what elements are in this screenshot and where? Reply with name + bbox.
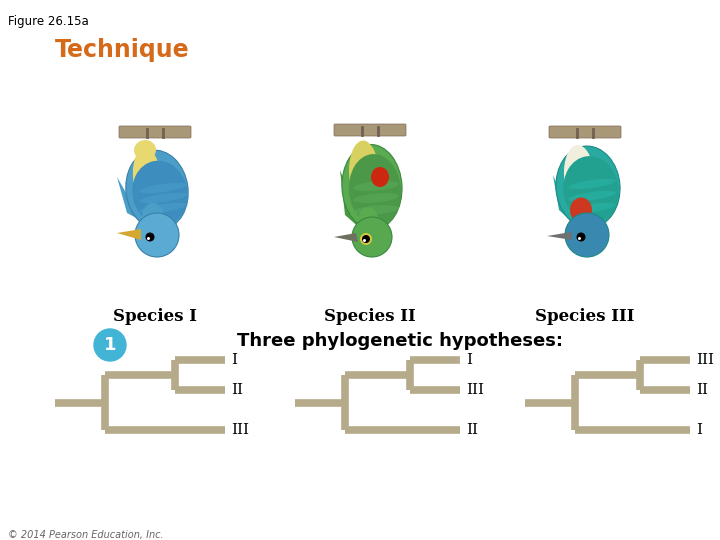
Ellipse shape	[358, 207, 378, 233]
Text: II: II	[696, 383, 708, 397]
Text: Species I: Species I	[113, 308, 197, 325]
Ellipse shape	[371, 167, 389, 187]
Polygon shape	[547, 232, 572, 240]
Text: Technique: Technique	[55, 38, 189, 62]
Text: II: II	[466, 423, 478, 437]
FancyBboxPatch shape	[119, 126, 191, 138]
Circle shape	[577, 233, 585, 241]
Circle shape	[565, 213, 609, 257]
Text: I: I	[696, 423, 702, 437]
Ellipse shape	[353, 193, 399, 203]
Ellipse shape	[563, 156, 618, 224]
Ellipse shape	[139, 183, 186, 193]
Text: 1: 1	[104, 336, 116, 354]
Ellipse shape	[349, 154, 401, 226]
Ellipse shape	[134, 140, 156, 160]
Ellipse shape	[564, 145, 594, 205]
Circle shape	[578, 237, 581, 240]
Text: I: I	[466, 353, 472, 367]
Ellipse shape	[126, 150, 188, 230]
Ellipse shape	[342, 145, 402, 230]
FancyBboxPatch shape	[334, 124, 406, 136]
Ellipse shape	[139, 193, 186, 203]
Text: © 2014 Pearson Education, Inc.: © 2014 Pearson Education, Inc.	[8, 530, 163, 540]
Text: I: I	[231, 353, 237, 367]
Circle shape	[352, 217, 392, 257]
Ellipse shape	[568, 179, 616, 189]
Text: Figure 26.15a: Figure 26.15a	[8, 15, 89, 28]
Circle shape	[135, 213, 179, 257]
Circle shape	[94, 329, 126, 361]
Circle shape	[362, 235, 370, 243]
Polygon shape	[334, 233, 358, 242]
Ellipse shape	[132, 161, 188, 225]
Circle shape	[363, 239, 366, 242]
Ellipse shape	[568, 203, 616, 213]
Ellipse shape	[139, 203, 186, 213]
Polygon shape	[117, 229, 141, 240]
Text: Three phylogenetic hypotheses:: Three phylogenetic hypotheses:	[237, 332, 563, 350]
Text: III: III	[231, 423, 249, 437]
Ellipse shape	[556, 146, 620, 228]
Polygon shape	[340, 170, 362, 230]
Ellipse shape	[570, 198, 592, 222]
Ellipse shape	[132, 148, 161, 206]
Ellipse shape	[568, 191, 616, 201]
FancyBboxPatch shape	[549, 126, 621, 138]
Ellipse shape	[353, 205, 399, 215]
Text: II: II	[231, 383, 243, 397]
Circle shape	[145, 233, 155, 241]
Circle shape	[147, 237, 150, 240]
Ellipse shape	[573, 207, 593, 229]
Circle shape	[360, 233, 372, 245]
Ellipse shape	[349, 140, 379, 206]
Polygon shape	[553, 175, 573, 223]
Text: Species III: Species III	[535, 308, 635, 325]
Ellipse shape	[353, 181, 399, 191]
Text: III: III	[696, 353, 714, 367]
Ellipse shape	[142, 203, 164, 231]
Text: III: III	[466, 383, 484, 397]
Text: Species II: Species II	[324, 308, 416, 325]
Polygon shape	[117, 177, 140, 220]
